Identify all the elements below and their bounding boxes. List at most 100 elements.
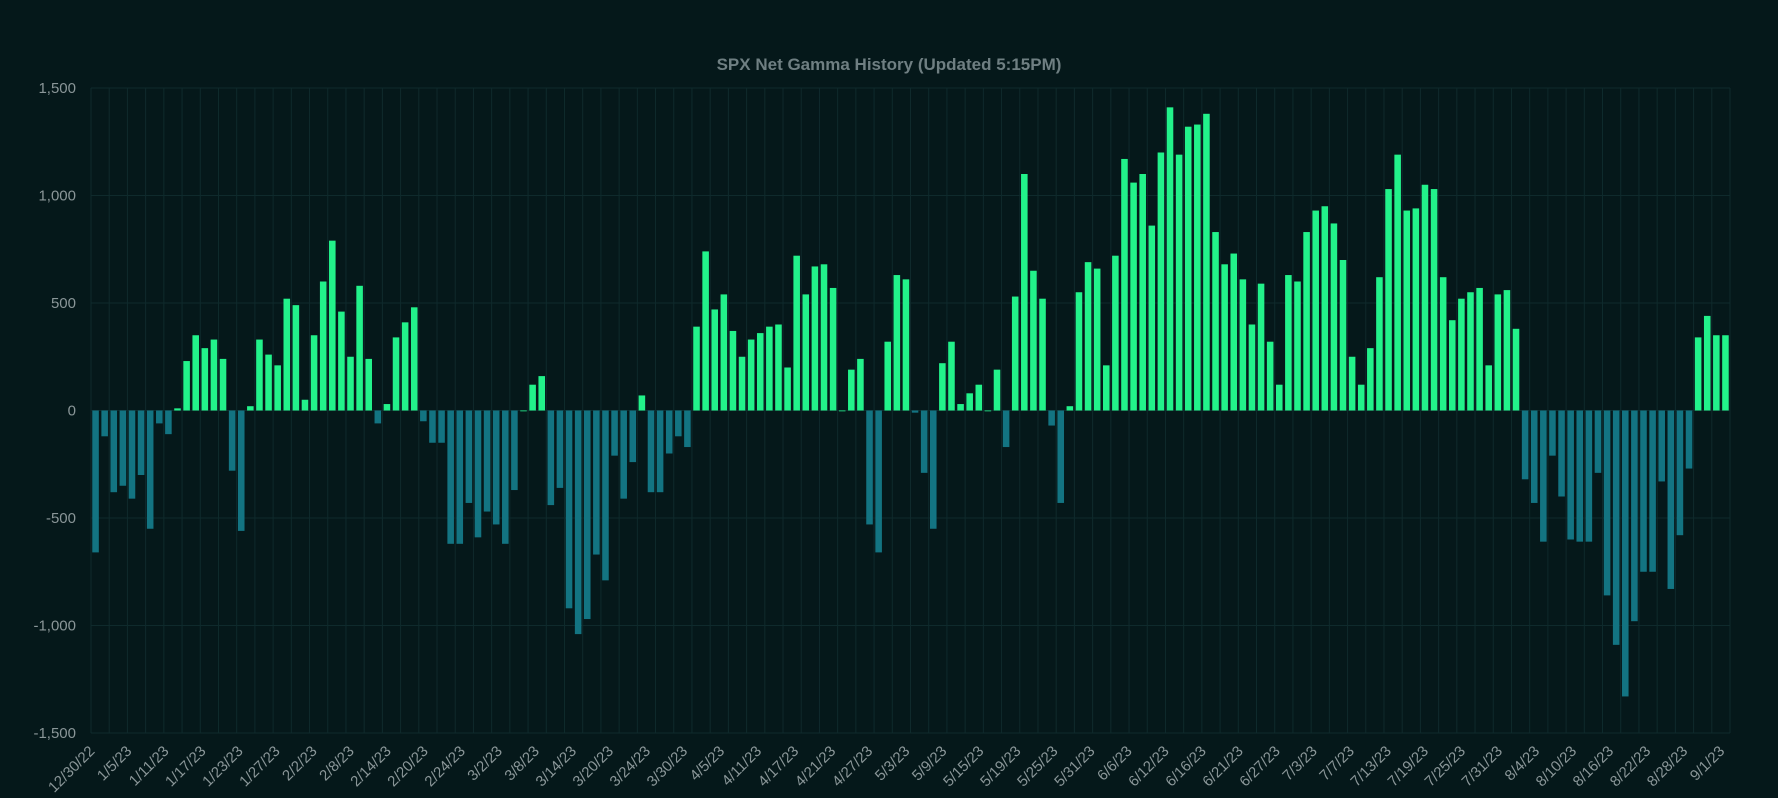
bar: [756, 333, 764, 411]
bar: [848, 369, 855, 411]
x-tick-label: 4/21/23: [792, 743, 839, 790]
bar: [547, 410, 555, 506]
bar: [966, 393, 973, 411]
bar: [1075, 292, 1083, 411]
y-tick-label: -500: [46, 510, 76, 527]
bar: [146, 410, 154, 529]
bar: [875, 410, 882, 553]
bar: [511, 410, 518, 491]
bar: [1694, 337, 1702, 411]
bar: [1713, 335, 1720, 411]
bar: [292, 305, 300, 411]
x-tick-label: 2/2/23: [279, 743, 321, 785]
bar: [483, 410, 491, 512]
bar: [693, 326, 700, 411]
x-tick-label: 2/14/23: [347, 743, 394, 790]
bar: [1130, 182, 1137, 411]
x-tick-label: 6/16/23: [1162, 743, 1209, 790]
bar: [374, 410, 382, 424]
bar: [1585, 410, 1593, 542]
bar: [1576, 410, 1584, 542]
x-tick-label: 3/14/23: [533, 743, 580, 790]
x-tick-label: 2/20/23: [384, 743, 431, 790]
y-tick-label: -1,500: [33, 725, 76, 742]
bar: [747, 339, 755, 411]
bar: [593, 410, 600, 555]
grid-lines: [90, 87, 1731, 734]
bar: [1458, 298, 1465, 411]
x-tick-label: 3/24/23: [607, 743, 654, 790]
bar: [984, 410, 992, 412]
bar: [929, 410, 937, 529]
bar: [1048, 410, 1055, 426]
bar: [1166, 107, 1174, 411]
bar: [1649, 410, 1656, 572]
bar: [1631, 410, 1638, 622]
bar: [1703, 315, 1711, 411]
x-tick-label: 5/3/23: [872, 743, 914, 785]
bar: [902, 279, 910, 411]
x-tick-label: 7/31/23: [1459, 743, 1506, 790]
bar: [1030, 270, 1037, 411]
x-tick-label: 8/28/23: [1644, 743, 1691, 790]
bar: [1093, 268, 1101, 411]
bar: [520, 410, 527, 412]
bar: [1039, 298, 1046, 411]
bar: [492, 410, 500, 525]
bar: [1394, 154, 1401, 411]
bar: [201, 348, 209, 411]
x-tick-label: 8/22/23: [1607, 743, 1654, 790]
bar: [1011, 296, 1019, 411]
bar: [957, 404, 964, 411]
bar: [884, 341, 892, 411]
bar: [301, 399, 309, 411]
bar: [137, 410, 145, 475]
bar: [256, 339, 263, 411]
bar: [1221, 264, 1228, 411]
bar: [556, 410, 564, 488]
bar: [1449, 320, 1456, 411]
bar: [939, 363, 946, 411]
x-tick-label: 5/15/23: [940, 743, 987, 790]
bar: [1494, 294, 1502, 411]
x-tick-label: 9/1/23: [1687, 743, 1729, 785]
bar: [1203, 113, 1210, 411]
bar: [392, 337, 400, 411]
bar: [1503, 290, 1511, 411]
bar: [1121, 158, 1128, 411]
bar: [820, 264, 828, 411]
x-tick-label: 1/27/23: [236, 743, 283, 790]
x-tick-label: 5/19/23: [977, 743, 1024, 790]
bar: [738, 356, 746, 411]
bar: [1558, 410, 1565, 497]
bar: [838, 410, 846, 412]
bar: [665, 410, 673, 454]
x-tick-label: 7/13/23: [1347, 743, 1394, 790]
x-tick-label: 3/2/23: [464, 743, 506, 785]
bar: [866, 410, 873, 525]
bar: [1640, 410, 1647, 572]
x-tick-label: 5/31/23: [1051, 743, 1098, 790]
bars: [92, 107, 1729, 697]
y-axis-ticks: 1,500 1,000 500 0 -500 -1,000 -1,500: [33, 80, 76, 742]
x-tick-label: 8/10/23: [1533, 743, 1580, 790]
x-tick-label: 1/17/23: [162, 743, 209, 790]
bar: [183, 361, 190, 411]
bar: [1057, 410, 1065, 503]
bar: [247, 406, 254, 411]
bar: [1139, 174, 1146, 411]
bar: [1376, 277, 1383, 411]
bar: [228, 410, 236, 471]
x-tick-label: 4/17/23: [755, 743, 802, 790]
bar: [1257, 283, 1265, 411]
bar: [165, 410, 172, 435]
x-tick-label: 7/25/23: [1422, 743, 1469, 790]
bar: [1102, 365, 1110, 411]
bar: [729, 330, 737, 411]
bar: [1148, 225, 1156, 411]
bar: [1567, 410, 1574, 540]
bar: [474, 410, 482, 538]
bar: [101, 410, 108, 437]
bar: [766, 326, 773, 411]
bar: [1549, 410, 1556, 456]
